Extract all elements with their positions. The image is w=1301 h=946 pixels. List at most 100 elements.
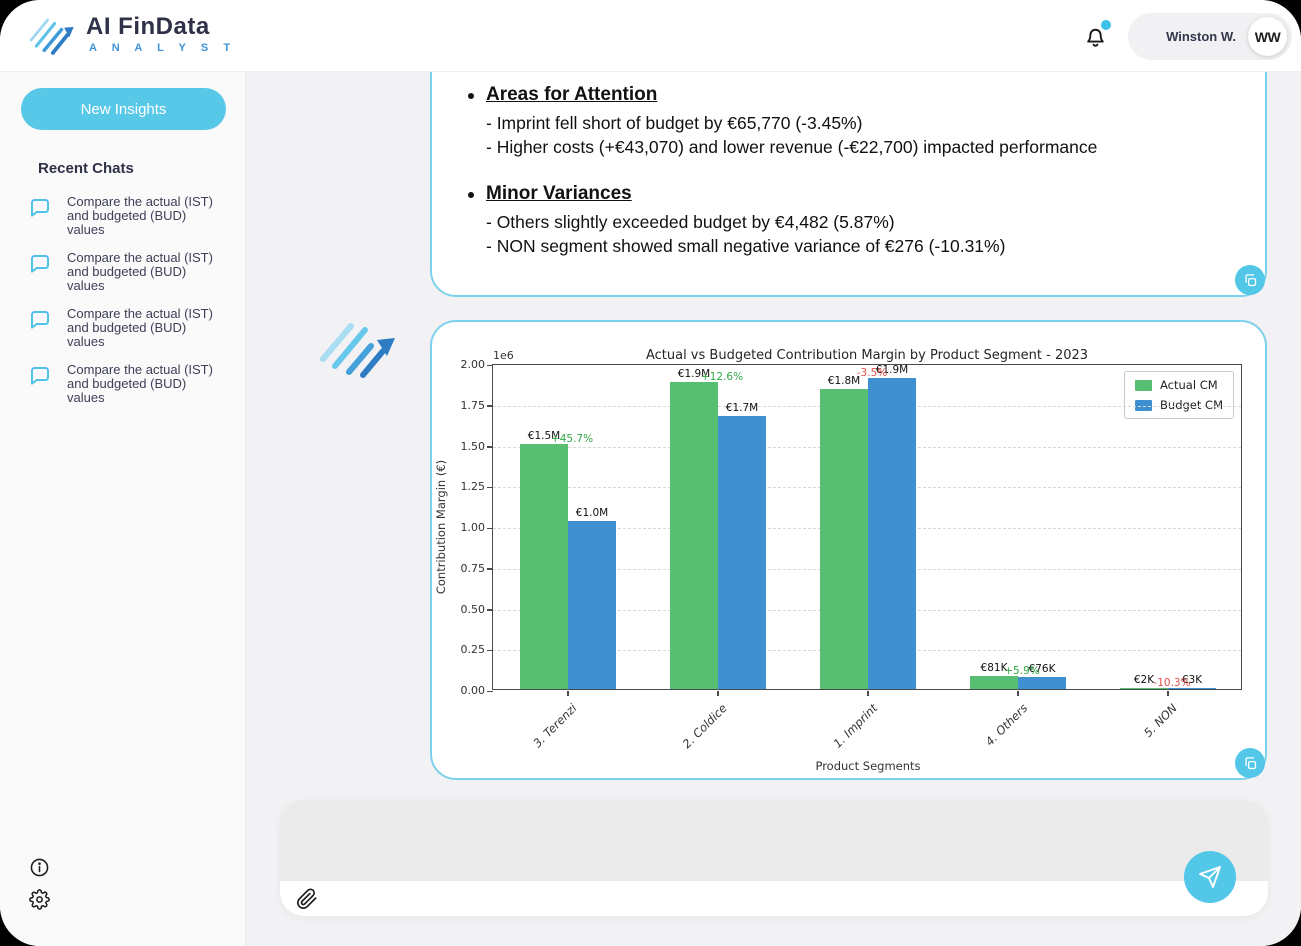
bar	[520, 443, 568, 689]
x-tick-label: 3. Terenzi	[530, 701, 580, 751]
x-axis-label: Product Segments	[815, 759, 921, 773]
y-tick-mark	[487, 364, 493, 366]
y-tick-label: 0.00	[460, 684, 486, 697]
x-tick-label: 5. NON	[1141, 701, 1180, 740]
sidebar-chat-item[interactable]: Compare the actual (IST) and budgeted (B…	[28, 195, 231, 237]
bar	[820, 389, 868, 689]
x-tick-mark	[867, 690, 869, 696]
assistant-message-content: Areas for Attention - Imprint fell short …	[468, 84, 1235, 282]
bar-value-label: €1.9M	[677, 368, 711, 381]
bar-value-label: €81K	[980, 661, 1008, 674]
x-tick-mark	[567, 690, 569, 696]
notification-badge	[1101, 20, 1111, 30]
variance-label: +12.6%	[700, 371, 744, 384]
sidebar: New Insights Recent Chats Compare the ac…	[0, 72, 246, 946]
sidebar-chat-item[interactable]: Compare the actual (IST) and budgeted (B…	[28, 363, 231, 405]
legend-swatch	[1135, 399, 1153, 411]
chat-bubble-icon	[31, 255, 49, 273]
axis-scale-note: 1e6	[493, 349, 514, 362]
x-tick-label: 2. Coldice	[679, 701, 730, 752]
legend-label: Budget CM	[1160, 398, 1223, 412]
message-line: - Higher costs (+€43,070) and lower reve…	[486, 137, 1098, 157]
variance-label: +45.7%	[550, 432, 594, 445]
chat-area: Areas for Attention - Imprint fell short …	[247, 32, 1301, 946]
bar-value-label: €1.5M	[527, 429, 561, 442]
chart-plot-area: 1e6 Contribution Margin (€) Product Segm…	[434, 349, 1242, 773]
new-insights-button[interactable]: New Insights	[21, 88, 226, 130]
recent-chats-list: Compare the actual (IST) and budgeted (B…	[28, 195, 231, 405]
send-button[interactable]	[1184, 851, 1236, 903]
x-tick-mark	[1017, 690, 1019, 696]
message-section: Minor Variances - Others slightly exceede…	[468, 183, 1235, 258]
y-tick-mark	[487, 446, 493, 448]
y-tick-mark	[487, 568, 493, 570]
bell-icon	[1087, 28, 1104, 47]
y-tick-label: 1.25	[460, 480, 486, 494]
message-input[interactable]	[280, 800, 1268, 881]
bar	[670, 382, 718, 689]
message-line: - Imprint fell short of budget by €65,77…	[486, 113, 863, 133]
y-tick-mark	[487, 405, 493, 407]
bar	[868, 378, 916, 689]
copy-icon	[1244, 756, 1256, 769]
brand-logo: AI FinData A N A L Y S T	[26, 10, 236, 56]
attach-file-button[interactable]	[296, 888, 318, 910]
settings-button[interactable]	[29, 889, 50, 910]
legend-swatch	[1135, 379, 1153, 391]
y-tick-label: 1.75	[460, 398, 486, 412]
chat-bubble-icon	[31, 311, 49, 329]
bar	[970, 675, 1018, 689]
legend-entry: Actual CM	[1135, 378, 1223, 392]
message-heading: Areas for Attention	[486, 84, 658, 105]
copy-message-button[interactable]	[1235, 265, 1265, 295]
y-tick-label: 0.25	[460, 643, 486, 657]
notifications-button[interactable]	[1082, 20, 1111, 52]
y-tick-mark	[487, 649, 493, 652]
sidebar-chat-label: Compare the actual (IST) and budgeted (B…	[67, 362, 213, 405]
sidebar-chat-label: Compare the actual (IST) and budgeted (B…	[67, 250, 213, 293]
bullet-dot	[468, 192, 474, 198]
message-section: Areas for Attention - Imprint fell short …	[468, 84, 1235, 159]
bar	[1168, 688, 1216, 689]
variance-label: -3.5%	[856, 367, 888, 380]
legend-entry: Budget CM	[1135, 398, 1223, 412]
message-line: - Others slightly exceeded budget by €4,…	[486, 212, 895, 232]
chat-bubble-icon	[31, 199, 49, 217]
variance-label: -10.3%	[1153, 677, 1191, 689]
user-menu[interactable]: Winston W. WW	[1128, 13, 1292, 60]
message-heading: Minor Variances	[486, 183, 632, 204]
y-tick-label: 1.00	[460, 521, 486, 534]
y-tick-label: 0.50	[460, 602, 486, 616]
bar-value-label: €1.7M	[725, 402, 759, 415]
bar	[568, 520, 616, 689]
copy-icon	[1244, 273, 1256, 286]
x-tick-mark	[717, 690, 719, 696]
chart-legend: Actual CM Budget CM	[1124, 371, 1234, 419]
variance-label: +5.9%	[1004, 664, 1040, 677]
bar-value-label: €1.8M	[827, 375, 861, 388]
bar-value-label: €3K	[1181, 674, 1203, 686]
y-tick-label: 0.75	[460, 561, 486, 575]
bar	[1018, 676, 1066, 689]
header: AI FinData A N A L Y S T Winston W. WW	[0, 0, 1301, 72]
x-tick-label: 4. Others	[982, 701, 1030, 749]
x-tick-mark	[1167, 690, 1169, 696]
copy-chart-button[interactable]	[1235, 748, 1265, 778]
recent-chats-title: Recent Chats	[38, 160, 134, 177]
chart-message-card: Actual vs Budgeted Contribution Margin b…	[430, 320, 1267, 780]
bullet-dot	[468, 93, 474, 99]
bar-value-label: €1.0M	[575, 506, 609, 519]
message-composer	[280, 800, 1268, 916]
y-tick-mark	[487, 609, 493, 611]
info-button[interactable]	[29, 857, 50, 878]
sidebar-chat-item[interactable]: Compare the actual (IST) and budgeted (B…	[28, 307, 231, 349]
y-tick-mark	[487, 486, 493, 489]
chart-title: Actual vs Budgeted Contribution Margin b…	[645, 348, 1089, 363]
sidebar-chat-label: Compare the actual (IST) and budgeted (B…	[67, 306, 213, 349]
gear-icon	[29, 889, 50, 910]
bar-value-label: €1.9M	[875, 364, 909, 377]
y-tick-label: 1.50	[460, 439, 486, 453]
bar-value-label: €2K	[1133, 674, 1155, 686]
sidebar-chat-item[interactable]: Compare the actual (IST) and budgeted (B…	[28, 251, 231, 293]
